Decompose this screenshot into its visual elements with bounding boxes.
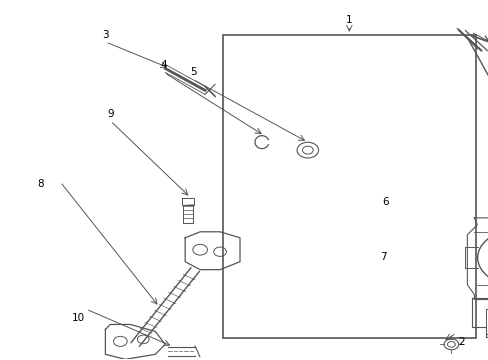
Text: 8: 8 xyxy=(37,179,44,189)
Text: 5: 5 xyxy=(190,67,196,77)
Text: 7: 7 xyxy=(379,252,386,262)
Text: 4: 4 xyxy=(161,60,167,70)
Text: 9: 9 xyxy=(107,109,114,119)
Text: 3: 3 xyxy=(102,30,109,40)
Text: 10: 10 xyxy=(72,313,85,323)
Text: 2: 2 xyxy=(457,337,464,347)
Bar xyxy=(222,35,475,338)
Text: 1: 1 xyxy=(346,15,352,26)
Text: 6: 6 xyxy=(382,197,388,207)
